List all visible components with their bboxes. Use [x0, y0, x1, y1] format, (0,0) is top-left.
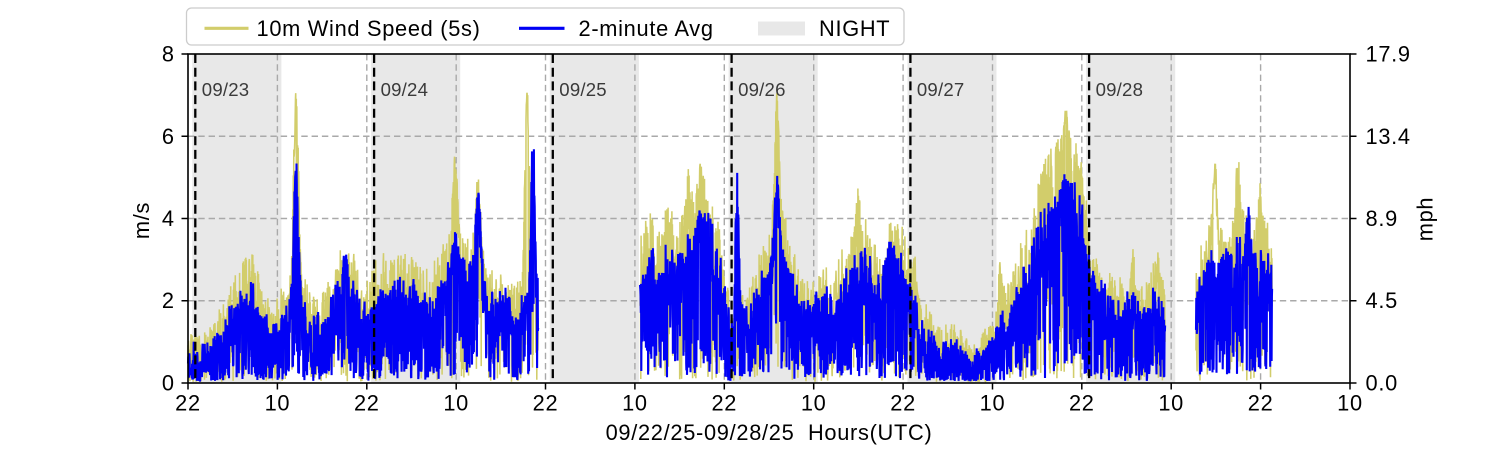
- svg-text:2: 2: [162, 288, 174, 313]
- svg-text:22: 22: [890, 391, 916, 416]
- svg-text:10m Wind Speed (5s): 10m Wind Speed (5s): [257, 16, 481, 41]
- svg-text:NIGHT: NIGHT: [819, 16, 890, 41]
- svg-text:0.0: 0.0: [1366, 371, 1398, 396]
- svg-text:22: 22: [533, 391, 559, 416]
- svg-text:10: 10: [980, 391, 1006, 416]
- svg-text:4: 4: [162, 206, 174, 231]
- svg-text:6: 6: [162, 124, 174, 149]
- svg-text:10: 10: [443, 391, 469, 416]
- svg-text:8: 8: [162, 42, 174, 67]
- svg-text:8.9: 8.9: [1366, 206, 1398, 231]
- svg-text:13.4: 13.4: [1366, 124, 1411, 149]
- svg-text:22: 22: [354, 391, 380, 416]
- svg-text:09/25: 09/25: [559, 79, 607, 100]
- svg-text:09/22/25-09/28/25 Hours(UTC): 09/22/25-09/28/25 Hours(UTC): [606, 420, 933, 445]
- svg-text:22: 22: [1248, 391, 1274, 416]
- svg-text:09/28: 09/28: [1096, 79, 1144, 100]
- svg-text:m/s: m/s: [129, 202, 154, 239]
- svg-text:mph: mph: [1413, 197, 1438, 242]
- svg-text:10: 10: [265, 391, 291, 416]
- svg-text:09/26: 09/26: [738, 79, 786, 100]
- svg-text:17.9: 17.9: [1366, 42, 1411, 67]
- svg-text:4.5: 4.5: [1366, 288, 1398, 313]
- svg-text:2-minute Avg: 2-minute Avg: [579, 16, 714, 41]
- svg-text:10: 10: [622, 391, 648, 416]
- svg-text:22: 22: [175, 391, 201, 416]
- svg-text:09/24: 09/24: [381, 79, 429, 100]
- svg-text:09/23: 09/23: [202, 79, 250, 100]
- svg-text:09/27: 09/27: [917, 79, 965, 100]
- svg-text:10: 10: [801, 391, 827, 416]
- svg-text:10: 10: [1158, 391, 1184, 416]
- svg-text:22: 22: [711, 391, 737, 416]
- svg-text:10: 10: [1337, 391, 1363, 416]
- svg-text:22: 22: [1069, 391, 1095, 416]
- svg-text:0: 0: [162, 371, 174, 396]
